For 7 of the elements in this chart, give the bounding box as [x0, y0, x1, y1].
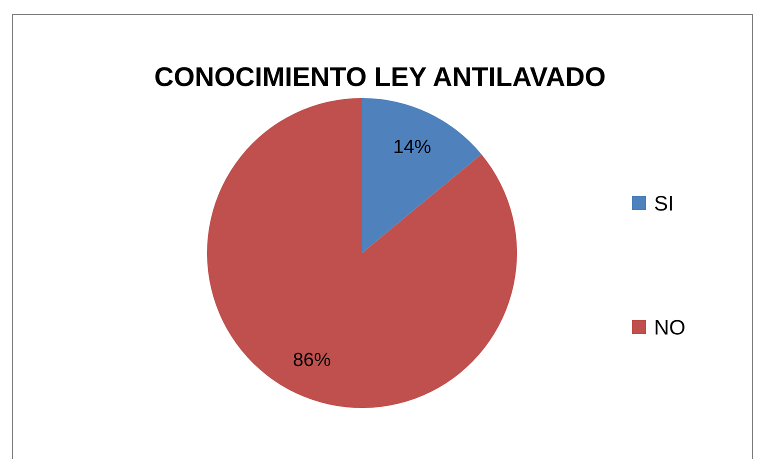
- data-label: 86%: [292, 350, 331, 372]
- legend-label: NO: [654, 316, 686, 340]
- pie-slice: [362, 98, 482, 253]
- chart-title: CONOCIMIENTO LEY ANTILAVADO: [154, 62, 606, 92]
- legend-label: SI: [654, 192, 674, 216]
- pie-slice: [207, 98, 517, 408]
- data-label: 14%: [393, 137, 432, 158]
